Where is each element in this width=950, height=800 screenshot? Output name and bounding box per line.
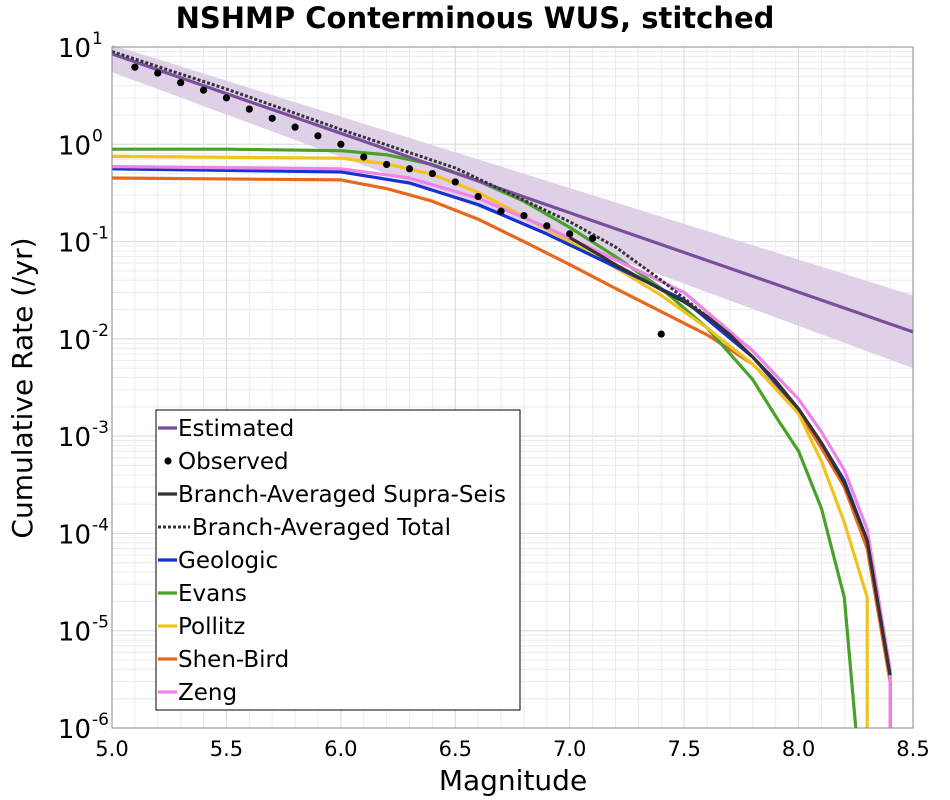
plot-frame xyxy=(111,46,914,729)
y-tick-label: 10 -6 xyxy=(58,710,109,745)
x-axis-label: Magnitude xyxy=(439,764,587,797)
observed-point xyxy=(657,330,665,338)
x-tick-label: 8.0 xyxy=(782,737,815,761)
legend-item-pollitz: Pollitz xyxy=(158,614,245,640)
y-tick-base: 10 xyxy=(58,520,91,550)
series-observed xyxy=(131,63,665,338)
y-tick-base: 10 xyxy=(58,229,91,259)
legend-item-observed: Observed xyxy=(164,449,289,475)
observed-point xyxy=(154,69,162,77)
y-tick-exponent: -3 xyxy=(92,418,109,438)
y-tick-label: 10 0 xyxy=(58,126,103,161)
x-tick-labels: 5.0 5.5 6.0 6.5 7.0 7.5 8.0 8.5 xyxy=(95,737,929,761)
observed-point xyxy=(268,114,276,122)
y-tick-label: 10 -5 xyxy=(58,613,109,648)
y-tick-label: 10 -2 xyxy=(58,321,109,356)
legend-item-geologic: Geologic xyxy=(158,548,278,574)
x-tick-label: 7.0 xyxy=(553,737,586,761)
legend: Estimated Observed Branch-Averaged Supra-S… xyxy=(155,409,521,711)
y-tick-label: 10 1 xyxy=(58,29,103,64)
series-branch-averaged-supra-seis-line xyxy=(568,236,892,676)
y-tick-label: 10 -1 xyxy=(58,224,109,259)
y-tick-base: 10 xyxy=(58,34,91,64)
y-tick-exponent: -4 xyxy=(92,515,109,535)
series-evans-line xyxy=(112,147,858,729)
y-tick-base: 10 xyxy=(58,618,91,648)
legend-swatch xyxy=(164,457,172,465)
y-tick-base: 10 xyxy=(58,131,91,161)
x-tick-label: 6.5 xyxy=(439,737,472,761)
observed-point xyxy=(131,63,139,71)
y-tick-exponent: -6 xyxy=(92,710,109,730)
uncertainty-band-layer xyxy=(112,44,913,369)
y-axis-label: Cumulative Rate (/yr) xyxy=(6,237,39,538)
legend-item-evans: Evans xyxy=(158,581,247,607)
observed-point xyxy=(314,132,322,140)
legend-label: Branch-Averaged Total xyxy=(192,515,451,541)
x-tick-label: 5.0 xyxy=(95,737,128,761)
legend-item-branch-averaged-total: Branch-Averaged Total xyxy=(158,515,451,541)
series-estimated-line xyxy=(111,52,914,334)
legend-label: Geologic xyxy=(178,548,278,574)
observed-point xyxy=(291,123,299,131)
legend-label: Branch-Averaged Supra-Seis xyxy=(178,482,506,508)
legend-label: Estimated xyxy=(178,416,294,442)
observed-point xyxy=(589,234,597,242)
legend-item-branch-averaged-supra-seis: Branch-Averaged Supra-Seis xyxy=(158,482,506,508)
x-tick-label: 8.5 xyxy=(896,737,929,761)
observed-point xyxy=(543,222,551,230)
series-shen-bird-line xyxy=(111,176,892,728)
y-tick-base: 10 xyxy=(58,423,91,453)
series-branch-averaged-total-line xyxy=(111,50,708,318)
y-tick-exponent: -5 xyxy=(92,613,109,633)
x-tick-label: 5.5 xyxy=(210,737,243,761)
observed-point xyxy=(474,192,482,201)
observed-point xyxy=(337,140,345,148)
legend-item-zeng: Zeng xyxy=(158,680,237,706)
y-tick-label: 10 -4 xyxy=(58,515,109,550)
observed-point xyxy=(405,165,414,173)
x-tick-label: 6.0 xyxy=(324,737,357,761)
observed-point xyxy=(566,230,574,238)
observed-point xyxy=(360,153,368,161)
legend-label: Observed xyxy=(178,449,289,475)
y-tick-exponent: -2 xyxy=(92,321,109,341)
y-tick-exponent: -1 xyxy=(92,224,109,244)
series-layer xyxy=(111,50,914,729)
observed-point xyxy=(245,105,253,113)
legend-item-estimated: Estimated xyxy=(158,416,294,442)
x-tick-label: 7.5 xyxy=(667,737,700,761)
legend-item-shen-bird: Shen-Bird xyxy=(158,647,289,673)
legend-label: Zeng xyxy=(178,680,237,706)
observed-point xyxy=(451,178,459,186)
chart-title: NSHMP Conterminous WUS, stitched xyxy=(176,1,775,35)
observed-point xyxy=(428,169,436,178)
legend-label: Shen-Bird xyxy=(178,647,289,673)
observed-point xyxy=(222,94,231,102)
y-tick-exponent: 1 xyxy=(92,29,103,49)
legend-label: Pollitz xyxy=(178,614,245,640)
observed-point xyxy=(520,211,528,220)
series-zeng-line xyxy=(111,165,892,728)
y-tick-base: 10 xyxy=(58,326,91,356)
legend-box xyxy=(155,409,521,711)
observed-point xyxy=(177,79,185,87)
y-tick-exponent: 0 xyxy=(92,126,103,146)
y-tick-label: 10 -3 xyxy=(58,418,109,453)
observed-point xyxy=(199,86,208,94)
y-tick-base: 10 xyxy=(58,715,91,745)
legend-label: Evans xyxy=(178,581,247,607)
observed-point xyxy=(497,207,505,215)
estimated-uncertainty-band xyxy=(112,44,913,369)
observed-point xyxy=(383,160,391,169)
